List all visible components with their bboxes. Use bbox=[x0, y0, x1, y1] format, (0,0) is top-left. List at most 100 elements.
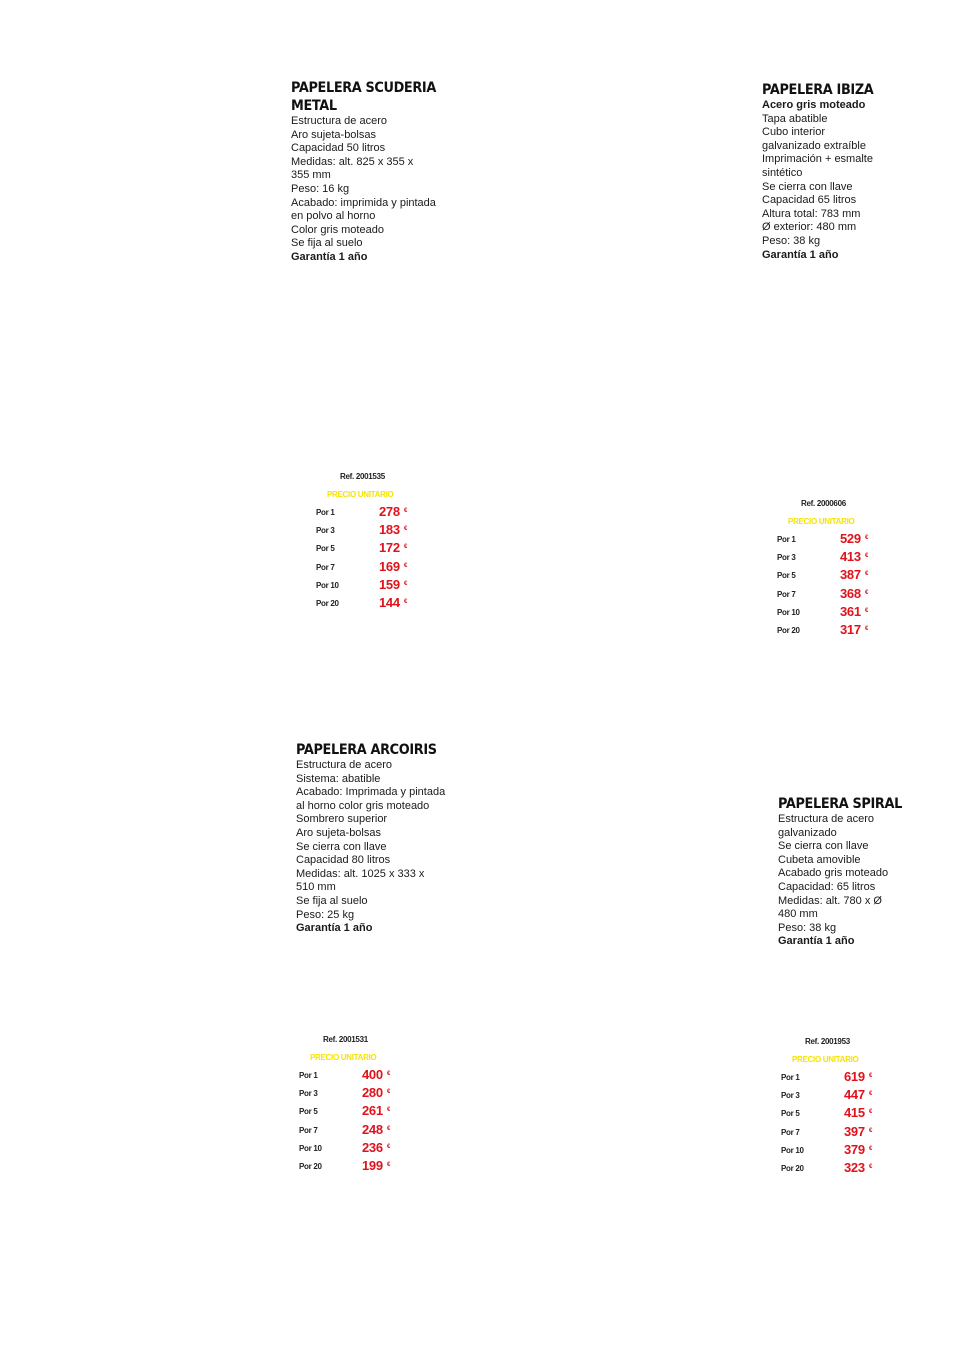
price-rows: Por 1 278 € Por 3 183 € Por 5 172 € Por 7 169 € Por … bbox=[316, 504, 436, 614]
spec-list: Estructura de acero Aro sujeta-bolsas Capa… bbox=[291, 115, 461, 265]
spec-line: Color gris moteado bbox=[291, 223, 384, 236]
price-amount: 387 bbox=[840, 567, 861, 583]
spec-list: Estructura de acero Sistema: abatible Acab… bbox=[296, 759, 466, 936]
spec-line: galvanizado bbox=[778, 826, 837, 839]
price-row: Por 20 317 € bbox=[777, 622, 897, 641]
price-amount: 529 bbox=[840, 531, 861, 546]
spec-line: Peso: 25 kg bbox=[296, 908, 355, 921]
quantity-label: Por 20 bbox=[777, 625, 800, 635]
currency-symbol: € bbox=[387, 1107, 391, 1114]
price-table-spiral: Ref. 2001953 PRECIO UNITARIO Por 1 619 € Po… bbox=[781, 1037, 901, 1179]
price-row: Por 1 400 € bbox=[299, 1067, 419, 1086]
price-amount: 413 bbox=[840, 549, 861, 565]
price-table-ibiza: Ref. 2000606 PRECIO UNITARIO Por 1 529 € Po… bbox=[777, 499, 897, 641]
product-title-line: PAPELERA IBIZA bbox=[762, 82, 874, 98]
price-row: Por 3 413 € bbox=[777, 549, 897, 568]
spec-line: Estructura de acero bbox=[778, 813, 874, 825]
quantity-label: Por 5 bbox=[781, 1109, 800, 1119]
quantity-label: Por 3 bbox=[316, 526, 335, 536]
price-row: Por 1 278 € bbox=[316, 504, 436, 523]
spec-line: Estructura de acero bbox=[296, 759, 392, 771]
currency-symbol: € bbox=[865, 589, 869, 596]
spec-line: Peso: 16 kg bbox=[291, 182, 350, 195]
price-row: Por 1 619 € bbox=[781, 1069, 901, 1088]
price-row: Por 7 169 € bbox=[316, 559, 436, 578]
spec-line: Se cierra con llave bbox=[778, 840, 869, 853]
spec-line: Se cierra con llave bbox=[296, 840, 387, 853]
price-row: Por 5 415 € bbox=[781, 1105, 901, 1124]
precio-unitario-label: PRECIO UNITARIO bbox=[310, 1053, 377, 1062]
price-row: Por 3 447 € bbox=[781, 1087, 901, 1106]
currency-symbol: € bbox=[865, 625, 869, 632]
quantity-label: Por 7 bbox=[316, 562, 335, 572]
quantity-label: Por 3 bbox=[781, 1091, 800, 1101]
currency-symbol: € bbox=[865, 571, 869, 578]
price-amount: 415 bbox=[844, 1105, 865, 1121]
spec-line: Capacidad 80 litros bbox=[296, 854, 391, 867]
spec-line: Se fija al suelo bbox=[296, 894, 368, 907]
spec-line: Ø exterior: 480 mm bbox=[762, 221, 857, 234]
price-row: Por 5 261 € bbox=[299, 1103, 419, 1122]
quantity-label: Por 10 bbox=[781, 1145, 804, 1155]
product-title: PAPELERA ARCOIRIS bbox=[296, 741, 466, 759]
quantity-label: Por 20 bbox=[316, 598, 339, 608]
price-rows: Por 1 529 € Por 3 413 € Por 5 387 € Por 7 368 € Por … bbox=[777, 531, 897, 641]
price-row: Por 10 361 € bbox=[777, 604, 897, 623]
product-scuderia-metal: PAPELERA SCUDERIA METAL Estructura de ac… bbox=[291, 79, 461, 265]
price-amount: 199 bbox=[362, 1157, 383, 1173]
spec-line: Acabado: imprimida y pintada bbox=[291, 196, 436, 209]
currency-symbol: € bbox=[865, 607, 869, 614]
spec-line: Cubo interior bbox=[762, 126, 825, 139]
quantity-label: Por 7 bbox=[781, 1127, 800, 1137]
price-row: Por 5 387 € bbox=[777, 567, 897, 586]
currency-symbol: € bbox=[869, 1145, 873, 1152]
price-row: Por 7 397 € bbox=[781, 1123, 901, 1143]
currency-symbol: € bbox=[387, 1161, 391, 1168]
product-title: PAPELERA SPIRAL bbox=[778, 795, 948, 813]
quantity-label: Por 5 bbox=[777, 571, 796, 581]
spec-line: Capacidad: 65 litros bbox=[778, 880, 876, 893]
price-row: Por 20 199 € bbox=[299, 1157, 419, 1177]
spec-line: Altura total: 783 mm bbox=[762, 207, 861, 220]
quantity-label: Por 10 bbox=[299, 1143, 322, 1153]
spec-line: 480 mm bbox=[778, 908, 818, 921]
spec-line-highlight: Garantía 1 año bbox=[291, 250, 368, 263]
price-row: Por 7 368 € bbox=[777, 586, 897, 605]
quantity-label: Por 1 bbox=[316, 508, 335, 517]
product-reference: Ref. 2000606 bbox=[801, 499, 846, 508]
currency-symbol: € bbox=[865, 535, 869, 541]
spec-list: Acero gris moteado Tapa abatible Cubo inte… bbox=[762, 99, 932, 262]
price-row: Por 3 183 € bbox=[316, 522, 436, 541]
quantity-label: Por 10 bbox=[316, 580, 339, 590]
product-arcoiris: PAPELERA ARCOIRIS Estructura de acero Sis… bbox=[296, 741, 466, 936]
precio-unitario-label: PRECIO UNITARIO bbox=[327, 490, 394, 499]
currency-symbol: € bbox=[404, 562, 408, 569]
currency-symbol: € bbox=[387, 1089, 391, 1096]
price-amount: 397 bbox=[844, 1123, 865, 1139]
currency-symbol: € bbox=[869, 1127, 873, 1134]
price-amount: 619 bbox=[844, 1069, 865, 1084]
product-title-line: METAL bbox=[291, 98, 337, 114]
price-table-scuderia-metal: Ref. 2001535 PRECIO UNITARIO Por 1 278 € Po… bbox=[316, 472, 436, 614]
currency-symbol: € bbox=[869, 1109, 873, 1116]
spec-line: Sombrero superior bbox=[296, 813, 388, 826]
price-amount: 379 bbox=[844, 1141, 865, 1157]
price-amount: 261 bbox=[362, 1103, 383, 1119]
precio-unitario-label: PRECIO UNITARIO bbox=[792, 1055, 859, 1064]
quantity-label: Por 1 bbox=[299, 1071, 318, 1080]
spec-line: sintético bbox=[762, 166, 803, 179]
quantity-label: Por 5 bbox=[316, 544, 335, 554]
price-amount: 400 bbox=[362, 1067, 383, 1082]
product-title: PAPELERA IBIZA bbox=[762, 81, 932, 99]
price-amount: 159 bbox=[379, 576, 400, 592]
spec-line: Sistema: abatible bbox=[296, 772, 381, 785]
spec-list: Estructura de acero galvanizado Se cierra … bbox=[778, 813, 948, 949]
product-title: PAPELERA SCUDERIA METAL bbox=[291, 79, 461, 115]
quantity-label: Por 7 bbox=[777, 589, 796, 599]
product-reference: Ref. 2001953 bbox=[805, 1037, 850, 1046]
price-rows: Por 1 400 € Por 3 280 € Por 5 261 € Por 7 248 € Por … bbox=[299, 1067, 419, 1177]
price-row: Por 20 144 € bbox=[316, 595, 436, 614]
spec-line: Aro sujeta-bolsas bbox=[291, 128, 376, 141]
spec-line: Se fija al suelo bbox=[291, 237, 363, 250]
currency-symbol: € bbox=[387, 1125, 391, 1132]
